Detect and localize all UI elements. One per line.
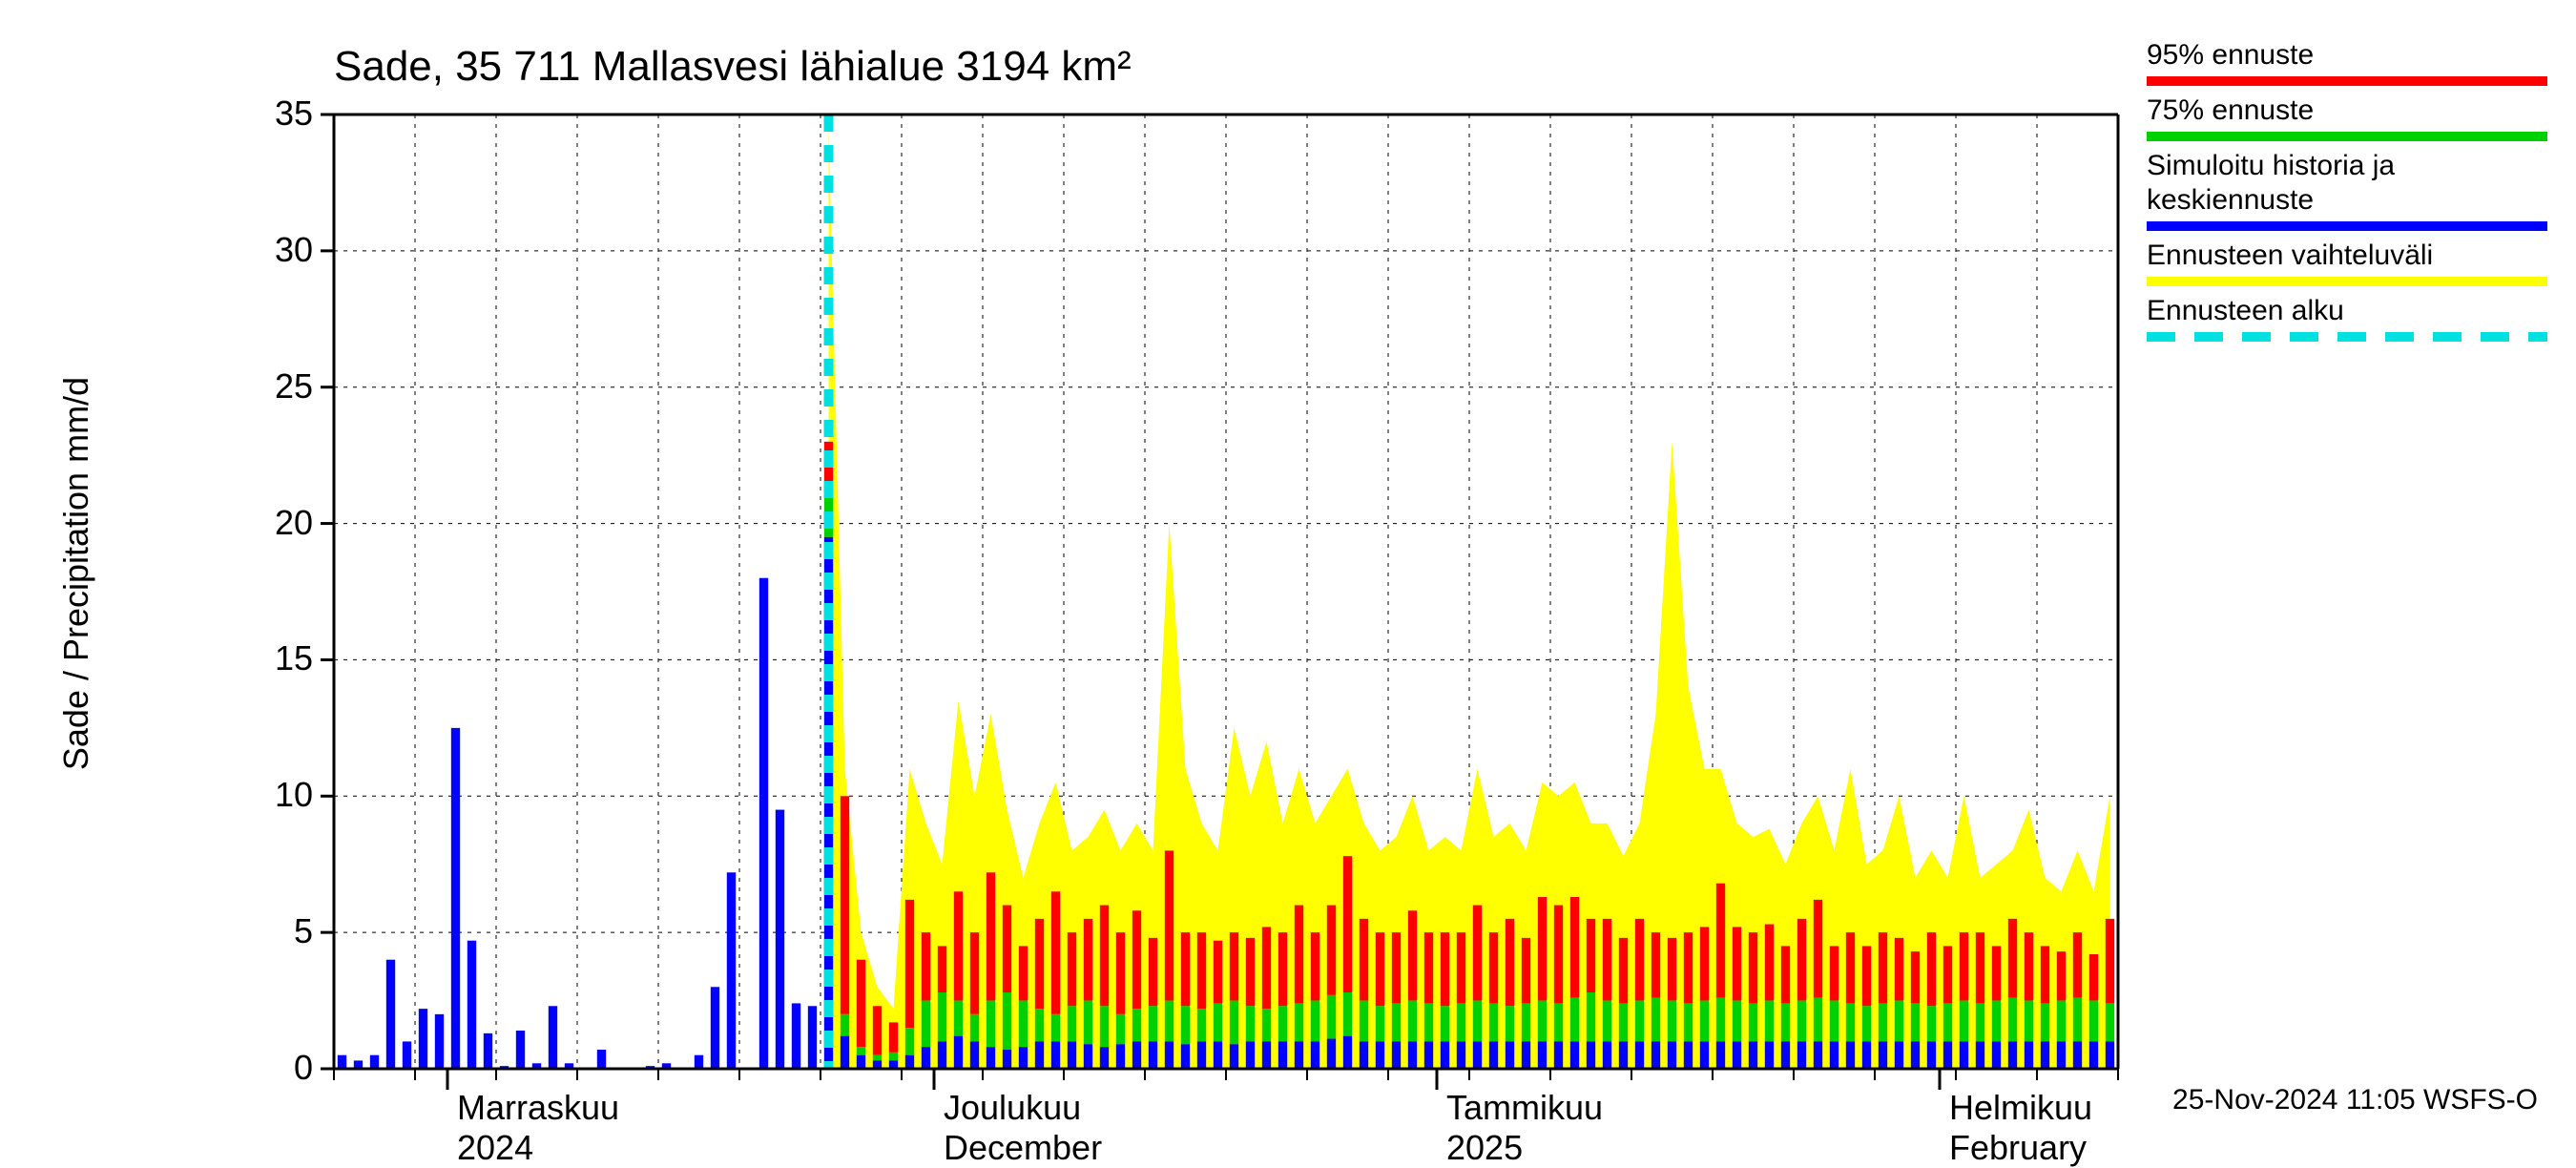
legend-swatch bbox=[2147, 76, 2547, 86]
legend-swatch bbox=[2147, 277, 2547, 286]
legend-item: Simuloitu historia jakeskiennuste bbox=[2147, 149, 2547, 231]
chart-container: Sade, 35 711 Mallasvesi lähialue 3194 km… bbox=[0, 0, 2576, 1145]
legend-item: Ennusteen vaihteluväli bbox=[2147, 239, 2547, 286]
y-tick-label: 35 bbox=[275, 94, 313, 134]
y-tick-label: 20 bbox=[275, 503, 313, 543]
x-tick-label-line1: Helmikuu bbox=[1949, 1088, 2092, 1128]
legend: 95% ennuste 75% ennuste Simuloitu historia… bbox=[2147, 38, 2547, 349]
y-tick-label: 5 bbox=[294, 911, 313, 951]
x-tick-label-line2: 2025 bbox=[1446, 1128, 1523, 1168]
y-tick-label: 0 bbox=[294, 1048, 313, 1088]
x-tick-label-line2: December bbox=[944, 1128, 1102, 1168]
legend-label: 75% ennuste bbox=[2147, 94, 2547, 128]
y-tick-label: 25 bbox=[275, 366, 313, 407]
x-tick-label-line2: 2024 bbox=[457, 1128, 533, 1168]
legend-label: Ennusteen vaihteluväli bbox=[2147, 239, 2547, 273]
x-tick-label-line1: Marraskuu bbox=[457, 1088, 619, 1128]
legend-swatch bbox=[2147, 132, 2547, 141]
legend-swatch bbox=[2147, 221, 2547, 231]
legend-label: 95% ennuste bbox=[2147, 38, 2547, 73]
legend-swatch bbox=[2147, 332, 2547, 342]
legend-label: Simuloitu historia jakeskiennuste bbox=[2147, 149, 2547, 218]
x-tick-label-line1: Tammikuu bbox=[1446, 1088, 1603, 1128]
legend-item: 95% ennuste bbox=[2147, 38, 2547, 86]
x-tick-label-line1: Joulukuu bbox=[944, 1088, 1081, 1128]
x-tick-label-line2: February bbox=[1949, 1128, 2087, 1168]
timestamp-label: 25-Nov-2024 11:05 WSFS-O bbox=[2172, 1084, 2538, 1116]
y-tick-label: 10 bbox=[275, 775, 313, 815]
y-tick-label: 30 bbox=[275, 230, 313, 270]
legend-item: 75% ennuste bbox=[2147, 94, 2547, 141]
y-tick-label: 15 bbox=[275, 638, 313, 678]
legend-label: Ennusteen alku bbox=[2147, 294, 2547, 328]
legend-item: Ennusteen alku bbox=[2147, 294, 2547, 342]
